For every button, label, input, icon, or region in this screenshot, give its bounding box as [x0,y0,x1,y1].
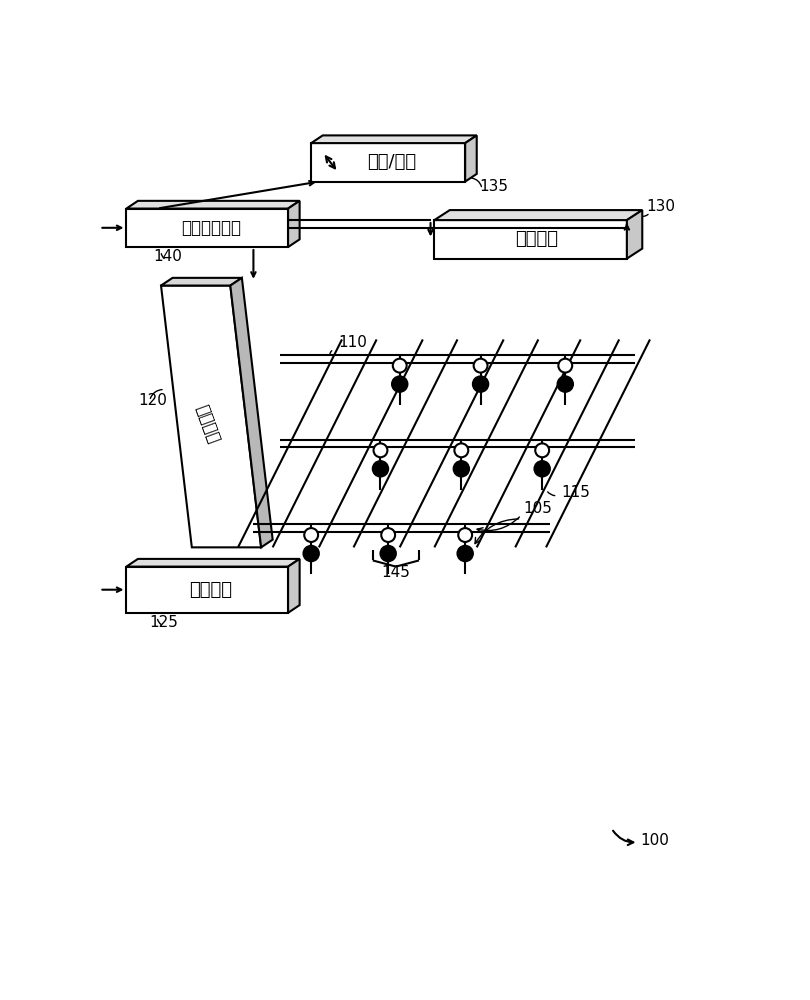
Text: 输入/输出: 输入/输出 [368,153,416,171]
Polygon shape [126,559,300,567]
Text: 列解码器: 列解码器 [515,230,558,248]
Circle shape [381,546,396,561]
Circle shape [474,359,488,373]
Circle shape [373,443,387,457]
Polygon shape [434,220,627,259]
Text: 120: 120 [138,393,167,408]
Polygon shape [126,209,288,247]
Polygon shape [161,286,261,547]
Text: 感测组件: 感测组件 [190,581,232,599]
Circle shape [382,528,395,542]
Polygon shape [627,210,642,259]
Circle shape [535,461,550,477]
Text: 125: 125 [150,615,178,630]
Circle shape [558,359,572,373]
Circle shape [373,461,388,477]
Circle shape [458,546,473,561]
Polygon shape [126,567,288,613]
Circle shape [535,443,549,457]
Text: 105: 105 [523,501,552,516]
Polygon shape [465,135,477,182]
Circle shape [304,546,319,561]
Text: 145: 145 [382,565,411,580]
Text: 115: 115 [561,485,590,500]
Circle shape [305,528,318,542]
Polygon shape [161,278,242,286]
Circle shape [454,443,468,457]
Polygon shape [230,278,273,547]
Circle shape [392,376,407,392]
Text: 130: 130 [646,199,675,214]
Circle shape [458,528,472,542]
Circle shape [454,461,469,477]
Polygon shape [311,143,465,182]
Text: 135: 135 [479,179,508,194]
Circle shape [473,376,488,392]
Circle shape [557,376,573,392]
Text: 140: 140 [153,249,182,264]
Text: 存储器控制器: 存储器控制器 [181,219,241,237]
Polygon shape [434,210,642,220]
Polygon shape [288,201,300,247]
Circle shape [393,359,407,373]
Polygon shape [311,135,477,143]
Text: 110: 110 [338,335,367,350]
Text: 行解码器: 行解码器 [192,402,223,446]
Polygon shape [288,559,300,613]
Polygon shape [126,201,300,209]
Text: 100: 100 [641,833,670,848]
